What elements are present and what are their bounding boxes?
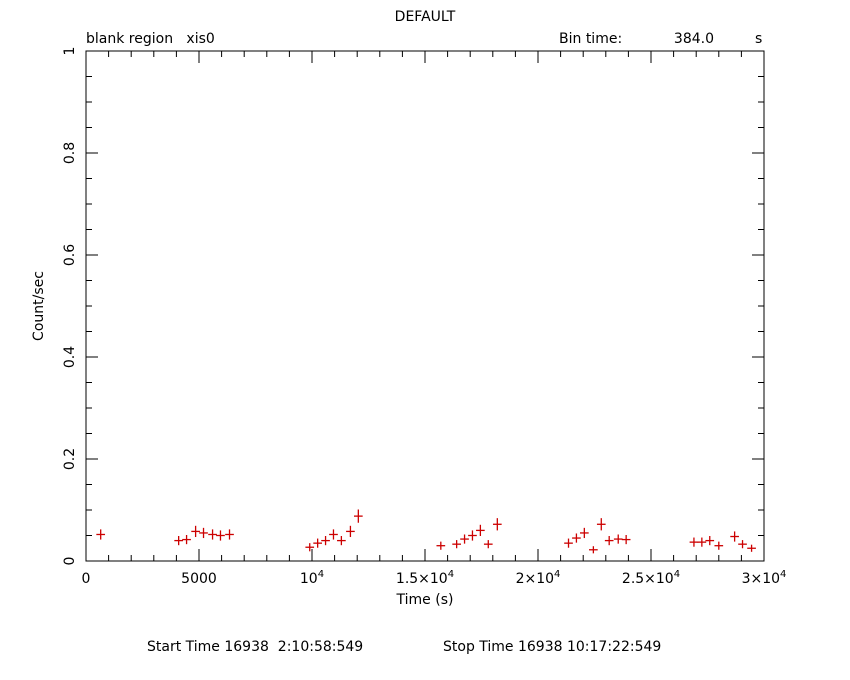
data-point xyxy=(182,534,191,545)
data-point xyxy=(747,544,756,552)
data-point xyxy=(564,538,573,548)
bin-time-label: Bin time: xyxy=(559,31,622,47)
x-tick-label: 1.5×104 xyxy=(396,569,454,587)
data-points xyxy=(96,509,756,554)
start-time: Start Time 16938 2:10:58:549 xyxy=(147,639,363,655)
data-point xyxy=(199,527,208,539)
x-axis-tick-labels: 0 5000 104 1.5×104 2×104 2.5×104 3×104 xyxy=(82,569,787,587)
data-point xyxy=(714,541,724,550)
stop-time: Stop Time 16938 10:17:22:549 xyxy=(443,639,661,655)
data-point xyxy=(621,534,631,545)
data-point xyxy=(460,534,469,544)
data-point xyxy=(436,541,446,550)
data-point xyxy=(483,540,493,549)
data-point xyxy=(476,524,485,537)
y-axis-label: Count/sec xyxy=(31,271,47,341)
y-axis-ticks xyxy=(86,50,764,562)
data-point xyxy=(346,525,355,538)
bin-time-value: 384.0 xyxy=(674,31,714,47)
data-point xyxy=(689,537,699,547)
x-tick-label: 2×104 xyxy=(516,569,561,587)
x-axis-label: Time (s) xyxy=(396,592,454,608)
x-tick-label: 5000 xyxy=(181,571,217,587)
x-axis-ticks xyxy=(85,51,765,561)
data-point xyxy=(329,529,338,540)
data-point xyxy=(579,527,589,539)
data-point xyxy=(305,543,315,552)
y-tick-label: 0.4 xyxy=(62,346,78,368)
data-point xyxy=(613,534,623,544)
data-point xyxy=(321,536,330,546)
x-tick-label: 104 xyxy=(300,569,324,587)
data-point xyxy=(216,530,225,541)
data-point xyxy=(492,518,502,531)
y-tick-label: 0.6 xyxy=(62,244,78,266)
data-point xyxy=(208,529,217,540)
data-point xyxy=(705,536,715,546)
y-axis-tick-labels: 0 0.2 0.4 0.6 0.8 1 xyxy=(62,47,78,566)
x-tick-label: 3×104 xyxy=(742,569,787,587)
plot-frame xyxy=(85,50,765,562)
data-point xyxy=(697,537,707,547)
data-point xyxy=(738,540,747,549)
data-point xyxy=(96,529,106,540)
y-tick-label: 0 xyxy=(62,557,78,566)
header-left-label: blank region xis0 xyxy=(86,31,215,47)
data-point xyxy=(468,530,477,541)
data-point xyxy=(572,533,581,543)
data-point xyxy=(596,518,606,531)
data-point xyxy=(353,509,363,523)
data-point xyxy=(730,531,739,542)
data-point xyxy=(191,525,200,538)
data-point xyxy=(604,536,614,546)
y-tick-label: 0.2 xyxy=(62,448,78,470)
bin-time-unit: s xyxy=(755,31,762,47)
data-point xyxy=(225,529,234,540)
chart-title: DEFAULT xyxy=(395,9,456,25)
y-tick-label: 0.8 xyxy=(62,142,78,164)
data-point xyxy=(174,536,183,546)
data-point xyxy=(452,540,461,549)
x-tick-label: 0 xyxy=(82,571,91,587)
y-tick-label: 1 xyxy=(62,47,78,56)
data-point xyxy=(313,538,322,548)
data-point xyxy=(589,546,598,554)
data-point xyxy=(337,536,346,546)
x-tick-label: 2.5×104 xyxy=(622,569,680,587)
